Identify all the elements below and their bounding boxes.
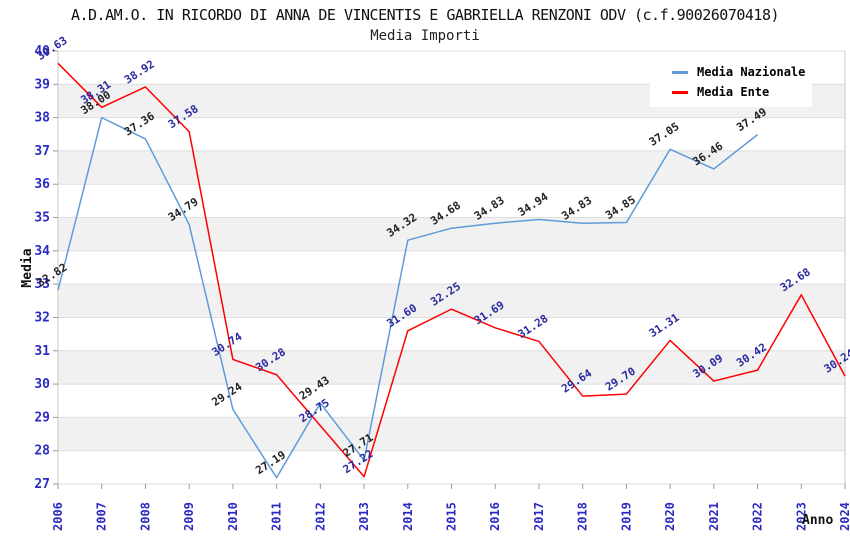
- x-tick-label: 2019: [619, 502, 633, 531]
- x-tick-label: 2013: [357, 502, 371, 531]
- x-tick-label: 2018: [576, 502, 590, 531]
- x-tick-label: 2008: [138, 502, 152, 531]
- legend-label-media-ente: Media Ente: [697, 85, 770, 99]
- legend-swatch-media-nazionale-icon: [672, 70, 688, 74]
- chart-subtitle: Media Importi: [370, 28, 480, 44]
- y-tick-label: 35: [34, 211, 50, 226]
- y-tick-label: 38: [34, 111, 50, 126]
- x-tick-label: 2011: [270, 502, 284, 531]
- plot-band: [58, 417, 845, 451]
- x-tick-label: 2006: [51, 502, 65, 531]
- y-tick-label: 29: [34, 410, 50, 425]
- plot-band: [58, 250, 845, 285]
- y-tick-label: 34: [34, 244, 50, 259]
- y-tick-label: 36: [34, 177, 50, 192]
- y-tick-label: 40: [34, 44, 50, 59]
- plot-band: [58, 384, 845, 418]
- x-tick-label: 2021: [707, 502, 721, 531]
- series-line-media-ente: [57, 62, 846, 478]
- plot-band: [58, 150, 845, 185]
- y-tick-label: 30: [34, 377, 50, 392]
- plot-band: [58, 450, 845, 484]
- y-tick-label: 31: [34, 344, 50, 359]
- chart-title: A.D.AM.O. IN RICORDO DI ANNA DE VINCENTI…: [70, 6, 780, 24]
- legend-swatch-media-ente-icon: [672, 90, 688, 94]
- x-axis-title: Anno: [802, 513, 834, 528]
- series-line-media-nazionale: [57, 116, 759, 479]
- x-tick-label: 2020: [663, 502, 677, 531]
- y-tick-label: 32: [34, 310, 50, 325]
- x-tick-label: 2007: [95, 502, 109, 531]
- y-tick-label: 39: [34, 77, 50, 92]
- x-tick-label: 2017: [532, 502, 546, 531]
- legend: Media Nazionale Media Ente: [650, 57, 812, 107]
- x-tick-label: 2023: [794, 502, 808, 531]
- x-tick-label: 2010: [226, 502, 240, 531]
- y-tick-label: 28: [34, 444, 50, 459]
- plot-band: [58, 350, 845, 385]
- legend-label-media-nazionale: Media Nazionale: [697, 65, 806, 79]
- x-tick-label: 2016: [488, 502, 502, 531]
- legend-item-media-ente: Media Ente: [650, 82, 812, 102]
- plot-band: [58, 284, 845, 318]
- y-tick-label: 37: [34, 144, 50, 159]
- x-tick-label: 2024: [838, 502, 850, 531]
- x-tick-label: 2009: [182, 502, 196, 531]
- plot-band: [58, 184, 845, 218]
- x-tick-label: 2014: [401, 502, 415, 531]
- x-tick-label: 2015: [445, 502, 459, 531]
- x-tick-label: 2022: [751, 502, 765, 531]
- plot-band: [58, 317, 845, 351]
- y-tick-label: 33: [34, 277, 50, 292]
- legend-item-media-nazionale: Media Nazionale: [650, 62, 812, 82]
- y-tick-label: 27: [34, 477, 50, 492]
- x-tick-label: 2012: [313, 502, 327, 531]
- plot-band: [58, 217, 845, 251]
